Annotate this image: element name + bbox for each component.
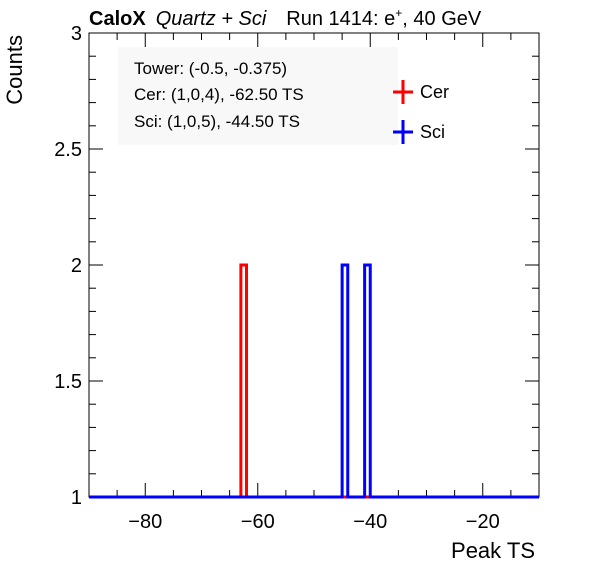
title-run: Run 1414: e [286,8,395,30]
annotation-tower: Tower: (-0.5, -0.375) [134,59,287,78]
annotation-box [118,47,398,145]
y-tick-label: 1 [71,487,82,509]
chart-title: CaloX Quartz + Sci Run 1414: e+, 40 GeV [89,6,482,30]
legend-marker-cer [393,80,413,104]
title-detector: Quartz + Sci [156,8,267,30]
title-experiment: CaloX [89,8,146,30]
legend-label-cer: Cer [420,82,449,102]
title-run-suffix: , 40 GeV [402,8,482,30]
y-tick-label: 2.5 [54,139,82,161]
series-cer-line [89,263,539,499]
x-axis-label: Peak TS [451,538,535,563]
y-tick-label: 2 [71,255,82,277]
y-tick-label: 1.5 [54,371,82,393]
y-tick-label: 3 [71,23,82,45]
annotation-sci: Sci: (1,0,5), -44.50 TS [134,112,300,131]
y-axis-label: Counts [2,35,27,105]
histogram-series [89,263,539,499]
legend: Cer Sci [393,80,449,144]
title-run-sup: + [395,6,402,20]
series-sci-line [89,263,539,499]
x-tick-label: −60 [241,511,275,533]
legend-label-sci: Sci [420,122,445,142]
annotation-cer: Cer: (1,0,4), -62.50 TS [134,85,304,104]
legend-marker-sci [393,120,413,144]
x-tick-label: −80 [128,511,162,533]
x-tick-label: −40 [353,511,387,533]
x-tick-label: −20 [466,511,500,533]
